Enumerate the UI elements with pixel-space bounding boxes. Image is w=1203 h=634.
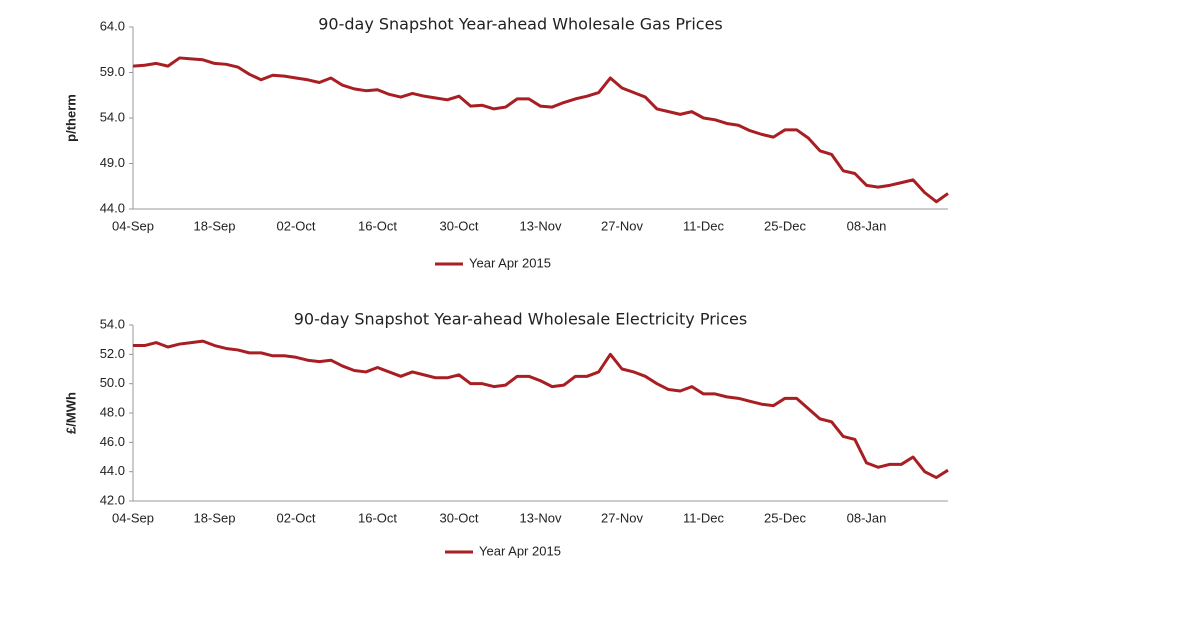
x-tick-label: 13-Nov: [520, 510, 562, 525]
y-tick-label: 49.0: [100, 155, 125, 170]
x-tick-label: 18-Sep: [194, 510, 236, 525]
x-tick-label: 25-Dec: [764, 218, 806, 233]
chart-title: 90-day Snapshot Year-ahead Wholesale Gas…: [318, 15, 723, 34]
y-tick-label: 59.0: [100, 64, 125, 79]
y-tick-label: 42.0: [100, 492, 125, 507]
x-tick-label: 16-Oct: [358, 218, 397, 233]
y-axis-label: £/MWh: [63, 392, 78, 434]
x-tick-label: 02-Oct: [276, 510, 315, 525]
x-tick-label: 27-Nov: [601, 510, 643, 525]
x-tick-label: 11-Dec: [683, 510, 724, 525]
y-tick-label: 46.0: [100, 434, 125, 449]
data-line: [133, 339, 949, 480]
y-tick-label: 44.0: [100, 200, 125, 215]
y-tick-label: 64.0: [100, 18, 125, 33]
y-tick-label: 50.0: [100, 375, 125, 390]
legend-label: Year Apr 2015: [469, 255, 551, 270]
x-tick-label: 11-Dec: [683, 218, 724, 233]
x-tick-label: 13-Nov: [520, 218, 562, 233]
y-tick-label: 48.0: [100, 404, 125, 419]
y-tick-label: 52.0: [100, 346, 125, 361]
data-line: [132, 56, 949, 204]
y-tick-label: 54.0: [100, 109, 125, 124]
x-tick-label: 30-Oct: [439, 218, 478, 233]
x-tick-label: 27-Nov: [601, 218, 643, 233]
x-tick-label: 04-Sep: [112, 218, 154, 233]
x-tick-label: 16-Oct: [358, 510, 397, 525]
x-tick-label: 04-Sep: [112, 510, 154, 525]
x-tick-label: 08-Jan: [847, 510, 887, 525]
y-axis-label: p/therm: [63, 94, 78, 142]
chart-title: 90-day Snapshot Year-ahead Wholesale Ele…: [294, 310, 747, 329]
x-tick-label: 30-Oct: [439, 510, 478, 525]
x-tick-label: 25-Dec: [764, 510, 806, 525]
y-tick-label: 44.0: [100, 463, 125, 478]
x-tick-label: 02-Oct: [276, 218, 315, 233]
x-tick-label: 08-Jan: [847, 218, 887, 233]
y-tick-label: 54.0: [100, 316, 125, 331]
legend-label: Year Apr 2015: [479, 543, 561, 558]
x-tick-label: 18-Sep: [194, 218, 236, 233]
